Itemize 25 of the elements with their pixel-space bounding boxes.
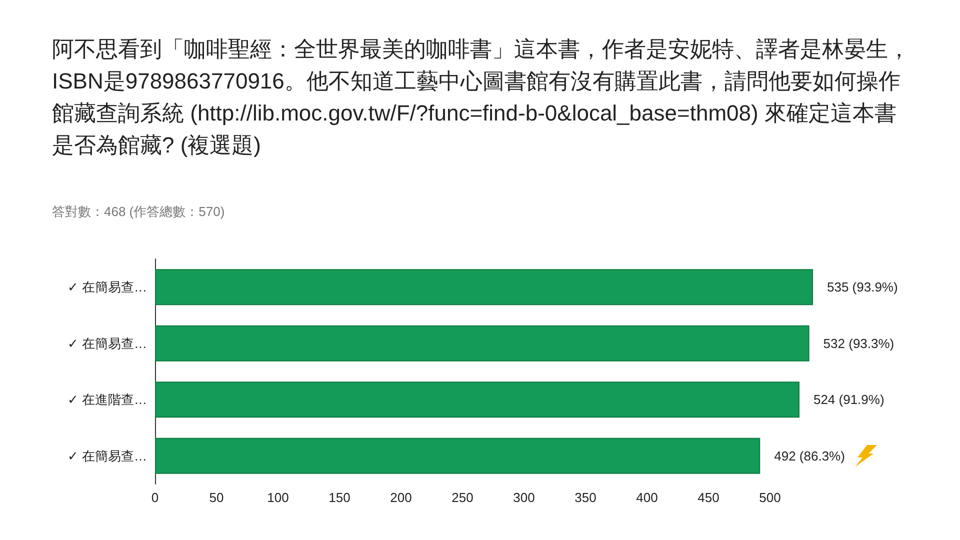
x-tick-label: 200 [390,490,412,505]
x-tick-label: 0 [151,490,159,505]
bar [155,438,760,474]
y-tick-label: ✓ 在簡易查… [67,336,147,351]
x-tick-label: 450 [698,490,720,505]
x-tick-label: 400 [636,490,658,505]
bar [155,269,813,306]
x-tick-label: 150 [328,490,350,505]
x-tick-label: 300 [513,490,535,505]
data-label: 492 (86.3%) [774,448,845,464]
y-tick-label: ✓ 在簡易查… [67,448,147,464]
chart-title: 阿不思看到「咖啡聖經：全世界最美的咖啡書」這本書，作者是安妮特、譯者是林晏生，ISBN是9789863770916。他不知道工藝中心圖書館有沒有購置此書，請問他要如何操作館藏查詢系統 (http://lib.moc.gov.tw/F/?func=find-b-0&local_base=thm08) 來確定這本書是否為館藏? (複選題) [52,36,910,158]
bar [155,325,810,362]
x-tick-label: 500 [759,490,781,505]
data-label: 535 (93.9%) [827,280,898,295]
bar [155,382,800,418]
data-label: 532 (93.3%) [823,336,894,351]
data-label: 524 (91.9%) [813,392,884,408]
x-tick-label: 350 [574,490,596,505]
y-tick-label: ✓ 在簡易查… [67,280,147,295]
y-tick-label: ✓ 在進階查… [67,392,147,408]
x-tick-label: 50 [209,490,224,505]
x-tick-label: 250 [452,490,474,505]
chart-subtitle: 答對數：468 (作答總數：570) [52,204,225,219]
x-tick-label: 100 [267,490,289,505]
